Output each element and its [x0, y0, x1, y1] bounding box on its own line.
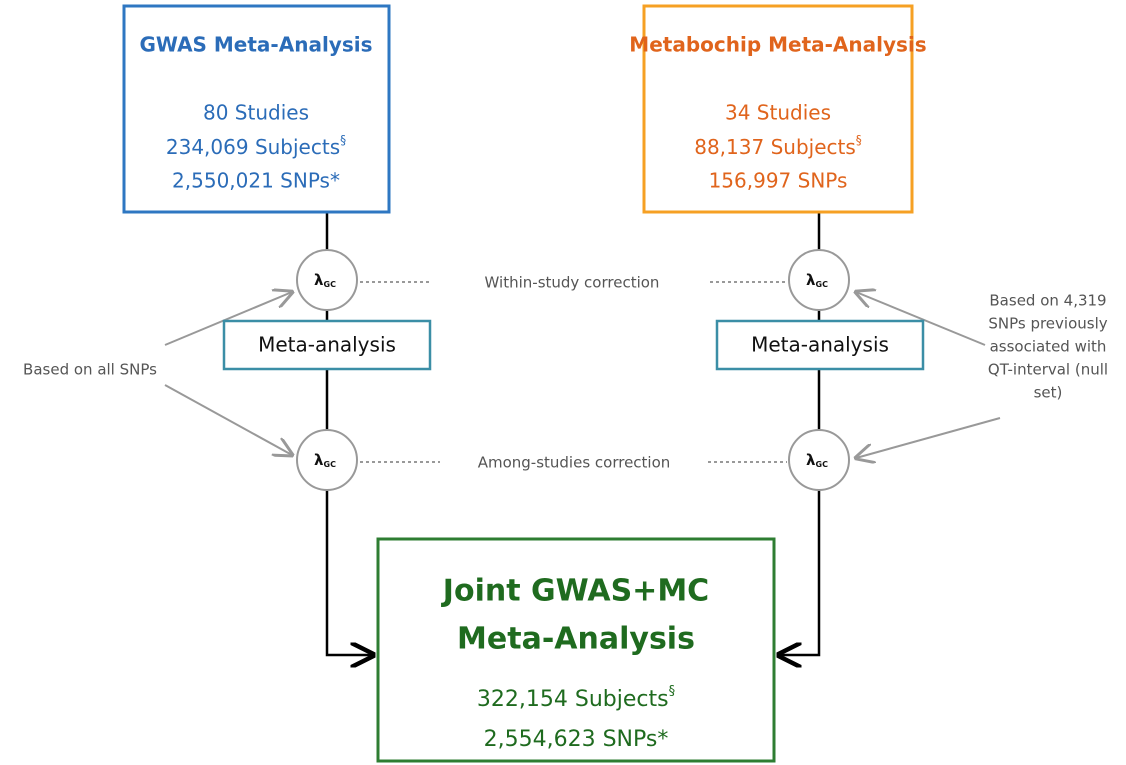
- subjects: 322,154 Subjects: [477, 687, 669, 712]
- box-line: 234,069 Subjects§: [166, 133, 346, 159]
- joint-title: Meta-Analysis: [457, 622, 695, 657]
- lambda-subscript: GC: [816, 280, 829, 289]
- metabochip-box: [642, 4, 914, 214]
- lambda-circle: [296, 429, 358, 491]
- joint-box: [376, 537, 776, 763]
- meta-label: Meta-analysis: [751, 333, 889, 357]
- dotted-lines: [360, 281, 787, 463]
- lambda-symbol: λ: [314, 451, 324, 469]
- lambda-label: λGC: [806, 271, 828, 289]
- lambda-subscript: GC: [816, 460, 829, 469]
- lambda-symbol: λ: [314, 271, 324, 289]
- subjects: 234,069 Subjects: [166, 135, 340, 159]
- lambda-circle: [296, 249, 358, 311]
- lambda-subscript: GC: [324, 460, 337, 469]
- right-note: set): [1034, 384, 1063, 402]
- box-line: 2,550,021 SNPs*: [172, 169, 340, 193]
- lambda-circle: [788, 249, 850, 311]
- box-title: GWAS Meta-Analysis: [139, 33, 372, 57]
- sup: §: [856, 133, 862, 147]
- subjects: 88,137 Subjects: [694, 135, 856, 159]
- note-arrows: [164, 292, 1001, 458]
- right-note: SNPs previously: [988, 315, 1107, 333]
- box-line: 88,137 Subjects§: [694, 133, 862, 159]
- right-note: QT-interval (null: [988, 361, 1108, 379]
- meta-label: Meta-analysis: [258, 333, 396, 357]
- lambda-label: λGC: [314, 271, 336, 289]
- meta-box: [222, 319, 432, 371]
- lambda-symbol: λ: [806, 271, 816, 289]
- lambda-circle: [788, 429, 850, 491]
- left-note: Based on all SNPs: [23, 361, 157, 379]
- lambda-label: λGC: [806, 451, 828, 469]
- correction-label: Among-studies correction: [478, 454, 671, 472]
- sup: §: [340, 133, 346, 147]
- correction-label: Within-study correction: [485, 274, 660, 292]
- lambda-symbol: λ: [806, 451, 816, 469]
- right-note: associated with: [990, 338, 1107, 356]
- lambda-label: λGC: [314, 451, 336, 469]
- box-line: 322,154 Subjects§: [477, 684, 675, 713]
- box-title: Metabochip Meta-Analysis: [629, 33, 926, 57]
- sup: §: [669, 684, 676, 699]
- joint-title: Joint GWAS+MC: [441, 574, 709, 609]
- gwas-box: [122, 4, 391, 214]
- box-line: 156,997 SNPs: [709, 169, 848, 193]
- box-line: 2,554,623 SNPs*: [484, 727, 669, 752]
- box-line: 34 Studies: [725, 101, 831, 125]
- meta-box: [715, 319, 925, 371]
- box-line: 80 Studies: [203, 101, 309, 125]
- right-note: Based on 4,319: [989, 292, 1106, 310]
- lambda-subscript: GC: [324, 280, 337, 289]
